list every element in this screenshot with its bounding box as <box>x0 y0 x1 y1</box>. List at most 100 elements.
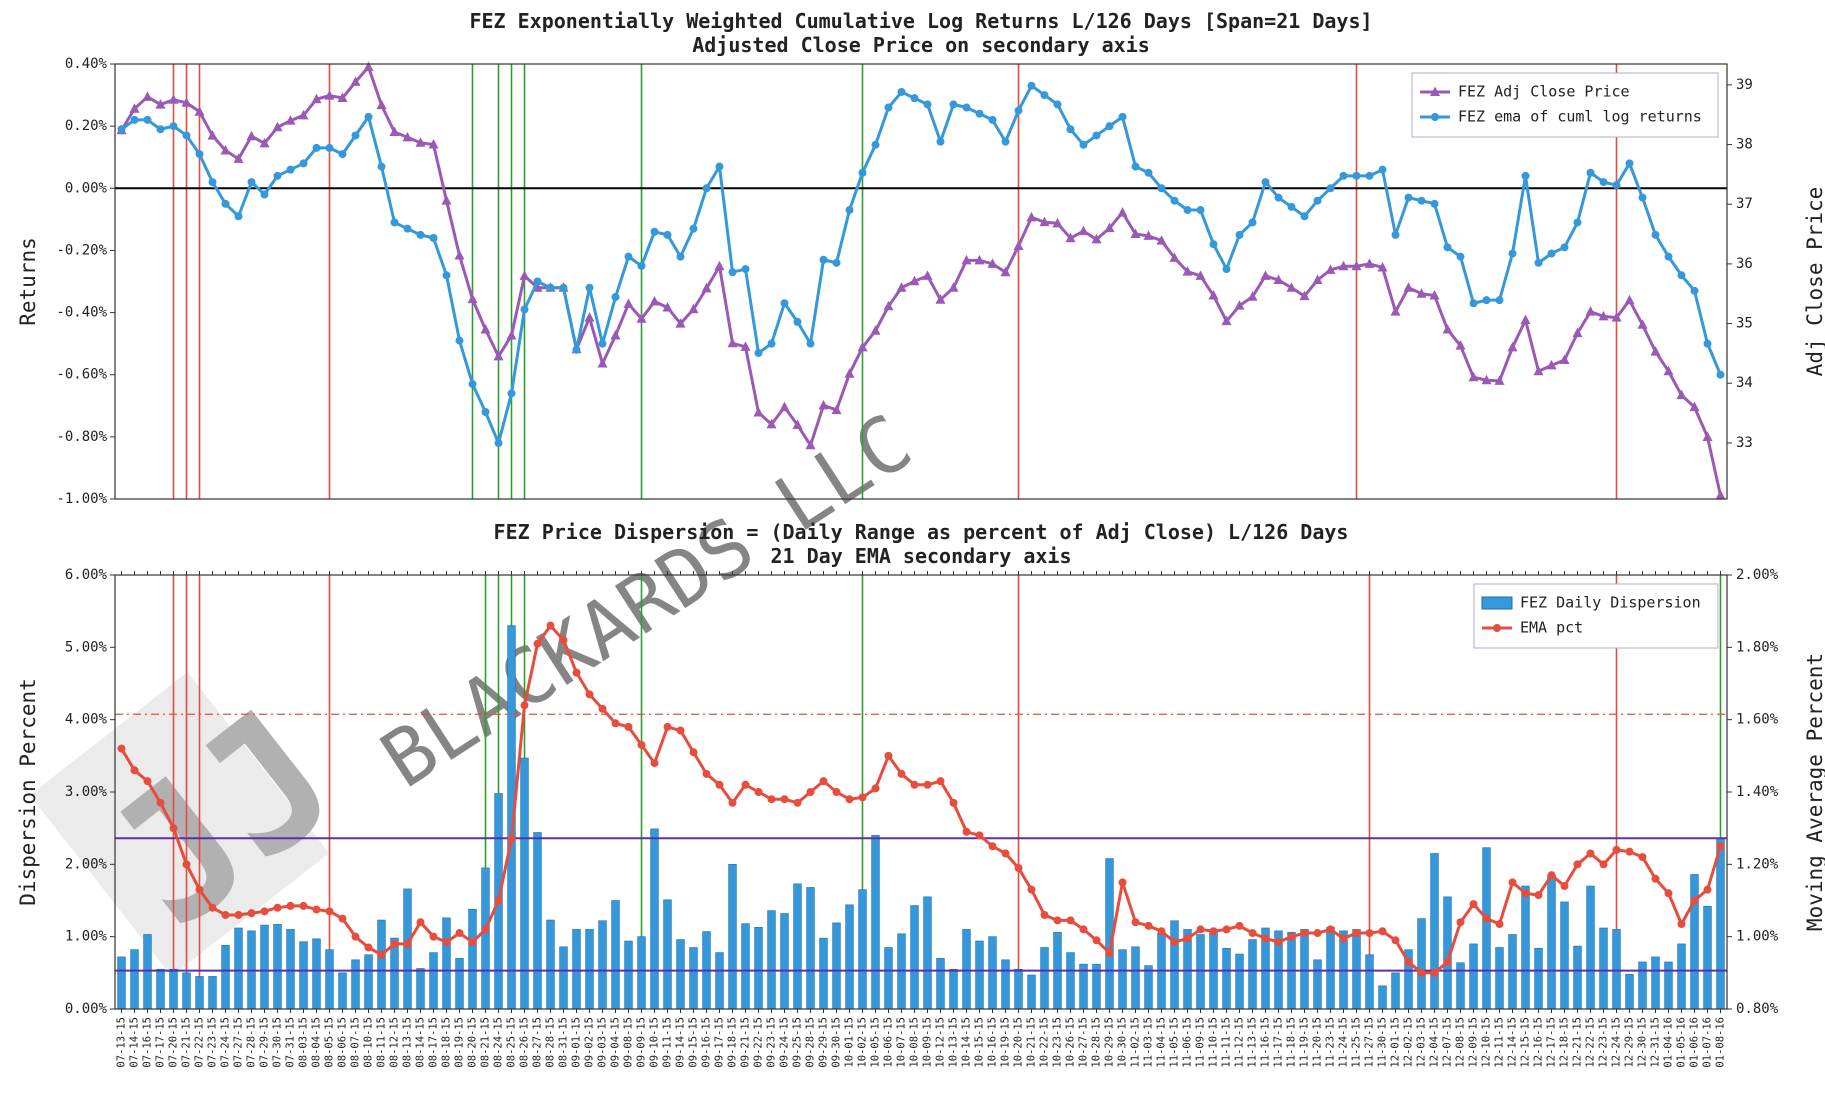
x-tick-label: 07-24-15 <box>220 1017 232 1068</box>
point <box>1092 131 1101 140</box>
point <box>468 380 477 389</box>
point <box>1300 212 1309 221</box>
point <box>494 439 503 448</box>
x-tick-label: 01-07-16 <box>1702 1017 1714 1068</box>
bar <box>858 889 867 1010</box>
bar <box>234 927 243 1010</box>
point <box>1196 206 1205 215</box>
bar <box>481 867 490 1010</box>
x-tick-label: 12-23-15 <box>1598 1017 1610 1068</box>
point <box>415 137 426 147</box>
bar <box>741 923 750 1010</box>
bar <box>312 938 321 1010</box>
point <box>780 299 789 308</box>
point <box>325 907 334 916</box>
point <box>507 389 516 398</box>
x-tick-label: 12-03-15 <box>1416 1017 1428 1068</box>
point <box>1157 927 1166 936</box>
point <box>1170 196 1179 205</box>
point <box>1378 927 1387 936</box>
point <box>1391 230 1400 239</box>
x-tick-label: 10-07-15 <box>896 1017 908 1068</box>
point <box>207 130 218 140</box>
point <box>169 122 178 131</box>
x-tick-label: 09-22-15 <box>753 1017 765 1068</box>
point <box>1325 264 1336 274</box>
point <box>858 793 867 802</box>
bar <box>260 924 269 1010</box>
bar <box>689 947 698 1010</box>
x-tick-label: 08-14-15 <box>415 1017 427 1068</box>
x-tick-label: 08-06-15 <box>337 1017 349 1068</box>
point <box>442 271 451 280</box>
y2-tick-label: 34 <box>1736 375 1753 391</box>
point <box>1104 222 1115 233</box>
series-line <box>120 84 1722 445</box>
point <box>428 139 439 149</box>
bar <box>208 976 217 1010</box>
point <box>1469 299 1478 308</box>
x-tick-label: 08-20-15 <box>467 1017 479 1068</box>
point <box>611 719 620 728</box>
bar <box>975 940 984 1010</box>
point <box>182 131 191 140</box>
point <box>1286 282 1297 292</box>
y-tick-label: 0.00% <box>65 180 108 196</box>
y2-tick-label: 35 <box>1736 316 1753 332</box>
point <box>1274 938 1283 947</box>
chart-title: FEZ Price Dispersion = (Daily Range as p… <box>494 520 1349 544</box>
y2-tick-label: 37 <box>1736 196 1753 212</box>
x-tick-label: 10-05-15 <box>870 1017 882 1068</box>
bar <box>1391 972 1400 1010</box>
point <box>1703 885 1712 894</box>
point <box>1338 260 1349 271</box>
point <box>871 784 880 793</box>
point <box>1624 294 1635 305</box>
point <box>818 399 829 410</box>
point <box>1559 354 1570 364</box>
point <box>676 726 685 735</box>
x-tick-label: 11-04-15 <box>1156 1017 1168 1068</box>
point <box>455 336 464 345</box>
bar <box>1144 965 1153 1010</box>
point <box>1456 918 1465 927</box>
bar <box>754 926 763 1010</box>
bar <box>1651 956 1660 1010</box>
legend-label: FEZ Daily Dispersion <box>1520 594 1701 612</box>
point <box>1273 274 1284 285</box>
point <box>455 929 464 938</box>
bar <box>1482 847 1491 1010</box>
point <box>702 769 711 778</box>
point <box>624 722 633 731</box>
point <box>506 330 517 340</box>
point <box>806 788 815 796</box>
point <box>208 903 217 912</box>
x-tick-label: 08-10-15 <box>363 1017 375 1068</box>
x-tick-label: 12-22-15 <box>1585 1017 1597 1068</box>
y2-tick-label: 1.40% <box>1736 784 1779 800</box>
point <box>962 827 971 836</box>
y-tick-label: 0.20% <box>65 118 108 134</box>
y-tick-label: 2.00% <box>65 856 108 872</box>
bar <box>676 939 685 1010</box>
point <box>741 780 750 789</box>
bar <box>169 968 178 1010</box>
point <box>961 254 972 265</box>
point <box>467 293 478 304</box>
point <box>1274 193 1283 202</box>
point <box>299 159 308 168</box>
x-tick-label: 09-03-15 <box>597 1017 609 1068</box>
point <box>337 92 348 103</box>
x-tick-label: 08-25-15 <box>506 1017 518 1068</box>
point <box>1612 845 1621 854</box>
x-tick-label: 08-17-15 <box>428 1017 440 1068</box>
point <box>1364 258 1375 268</box>
point <box>650 759 659 768</box>
point <box>1144 168 1153 177</box>
bar <box>1612 929 1621 1010</box>
point <box>1651 230 1660 239</box>
point <box>1456 252 1465 261</box>
point <box>402 131 413 142</box>
y2-tick-label: 0.80% <box>1736 1001 1779 1017</box>
x-tick-label: 10-30-15 <box>1117 1017 1129 1068</box>
